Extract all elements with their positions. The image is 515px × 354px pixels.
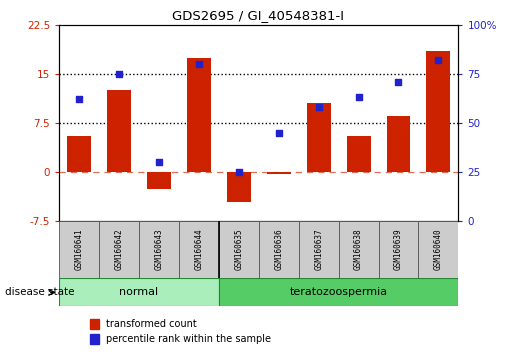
Text: normal: normal	[119, 287, 159, 297]
Point	[354, 95, 363, 100]
Bar	[219, 221, 259, 278]
Text: GSM160636: GSM160636	[274, 229, 283, 270]
Bar	[90, 319, 99, 329]
Bar	[219, 278, 458, 306]
Text: disease state: disease state	[5, 287, 75, 297]
Bar	[418, 221, 458, 278]
Text: GSM160639: GSM160639	[394, 229, 403, 270]
Text: GSM160638: GSM160638	[354, 229, 363, 270]
Bar	[339, 221, 379, 278]
Bar	[99, 221, 139, 278]
Point	[274, 130, 283, 136]
Text: GSM160640: GSM160640	[434, 229, 443, 270]
Bar	[67, 136, 91, 172]
Text: GSM160642: GSM160642	[115, 229, 124, 270]
Bar	[267, 172, 290, 174]
Bar	[307, 103, 331, 172]
Point	[75, 97, 83, 102]
Bar	[426, 51, 450, 172]
Point	[235, 169, 243, 175]
Bar	[347, 136, 370, 172]
Bar	[59, 221, 99, 278]
Point	[394, 79, 403, 85]
Text: GSM160641: GSM160641	[75, 229, 83, 270]
Bar	[386, 116, 410, 172]
Point	[155, 159, 163, 165]
Text: teratozoospermia: teratozoospermia	[289, 287, 388, 297]
Bar	[259, 221, 299, 278]
Bar	[187, 57, 211, 172]
Text: GSM160643: GSM160643	[154, 229, 163, 270]
Text: GDS2695 / GI_40548381-I: GDS2695 / GI_40548381-I	[171, 9, 344, 22]
Bar	[90, 334, 99, 344]
Point	[195, 61, 203, 67]
Bar	[59, 278, 219, 306]
Text: transformed count: transformed count	[106, 319, 196, 329]
Bar	[379, 221, 418, 278]
Bar	[179, 221, 219, 278]
Bar	[299, 221, 339, 278]
Text: percentile rank within the sample: percentile rank within the sample	[106, 334, 270, 344]
Bar	[107, 90, 131, 172]
Point	[315, 104, 323, 110]
Text: GSM160644: GSM160644	[195, 229, 203, 270]
Bar	[227, 172, 251, 202]
Bar	[139, 221, 179, 278]
Text: GSM160635: GSM160635	[234, 229, 243, 270]
Text: GSM160637: GSM160637	[314, 229, 323, 270]
Point	[115, 71, 123, 77]
Bar	[147, 172, 171, 188]
Point	[434, 57, 442, 63]
